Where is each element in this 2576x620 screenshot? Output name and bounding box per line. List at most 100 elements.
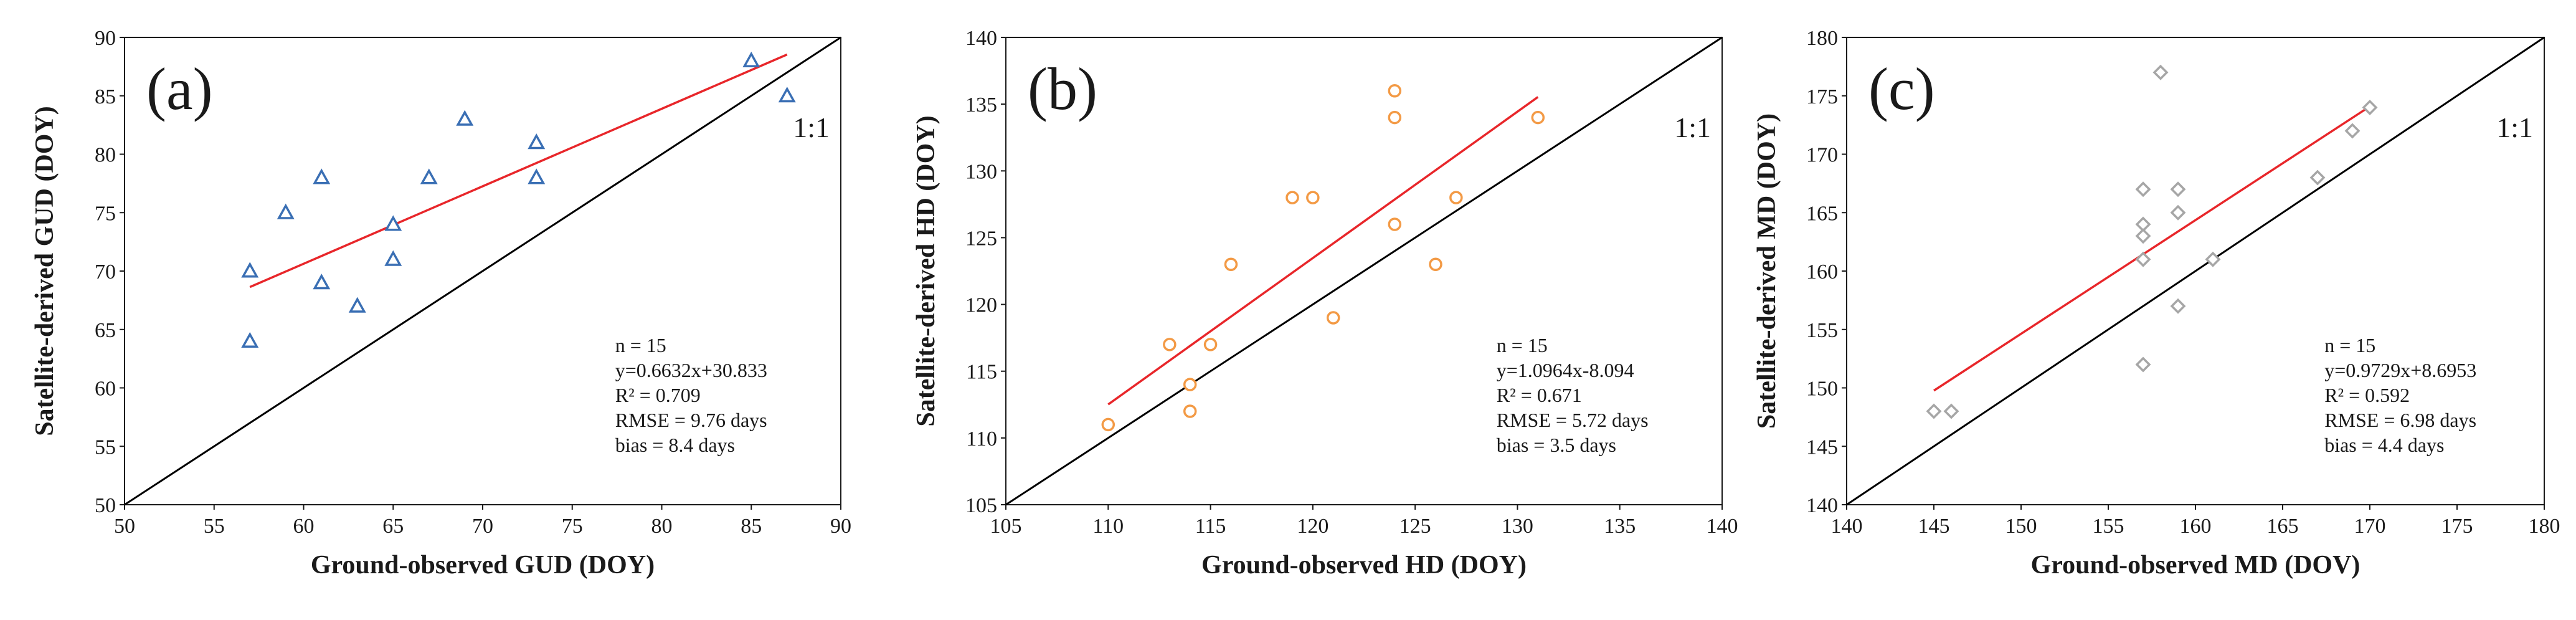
stats-line: bias = 3.5 days [1497, 434, 1616, 456]
y-tick-label: 55 [95, 436, 116, 459]
data-point [348, 297, 366, 313]
data-point [1163, 338, 1177, 351]
data-point [456, 110, 474, 126]
data-point [2170, 298, 2186, 314]
x-tick-label: 75 [562, 515, 583, 538]
y-tick-label: 85 [95, 85, 116, 108]
panel-label: (c) [1868, 55, 1935, 122]
data-point [1306, 191, 1320, 204]
data-point [2135, 251, 2151, 267]
x-tick-label: 125 [1399, 515, 1431, 538]
y-tick-label: 170 [1806, 144, 1838, 167]
y-tick-label: 160 [1806, 260, 1838, 284]
y-tick-label: 70 [95, 260, 116, 284]
panel-a: 50 55 60 65 70 75 80 85 90 50 55 60 65 70 75 80 85 90 1:1 (… [31, 27, 851, 579]
x-tick-label: 140 [1707, 515, 1738, 538]
x-tick-label: 110 [1092, 515, 1124, 538]
stats-line: RMSE = 6.98 days [2324, 409, 2476, 431]
y-tick-label: 165 [1806, 202, 1838, 225]
x-tick-label: 180 [2529, 515, 2560, 538]
data-point [1183, 404, 1197, 418]
y-tick-label: 105 [965, 494, 997, 517]
data-point [1286, 191, 1299, 204]
x-tick-label: 50 [114, 515, 135, 538]
panel-b: 105 110 115 120 125 130 135 140 105 110 115 120 125 1… [912, 27, 1738, 579]
y-tick-label: 135 [965, 93, 997, 117]
stats-line: n = 15 [615, 334, 666, 356]
y-tick-label: 115 [966, 361, 997, 384]
data-point [528, 168, 546, 184]
data-point [1388, 83, 1402, 98]
panel-label: (a) [146, 55, 213, 122]
y-tick-label: 140 [1806, 494, 1838, 517]
x-tick-label: 105 [990, 515, 1022, 538]
stats-line: y=0.9729x+8.6953 [2324, 359, 2476, 381]
y-tick-label: 120 [965, 294, 997, 317]
regression-line [1933, 105, 2370, 392]
data-point [742, 51, 760, 68]
data-point [2362, 100, 2378, 115]
data-point [1326, 311, 1340, 325]
y-tick-label: 180 [1806, 27, 1838, 50]
x-tick-label: 140 [1831, 515, 1863, 538]
stats-line: bias = 8.4 days [615, 434, 735, 456]
data-point [1943, 403, 1959, 419]
data-point [2205, 251, 2221, 267]
data-point [241, 262, 259, 278]
x-tick-label: 130 [1502, 515, 1533, 538]
y-tick-label: 75 [95, 202, 116, 225]
x-tick-label: 175 [2441, 515, 2473, 538]
data-point [1224, 257, 1238, 272]
stats-line: R² = 0.592 [2324, 384, 2410, 406]
data-point [2170, 181, 2186, 198]
x-tick-label: 55 [204, 515, 225, 538]
stats-line: RMSE = 9.76 days [615, 409, 767, 431]
x-tick-label: 65 [382, 515, 404, 538]
x-tick-label: 145 [1918, 515, 1950, 538]
x-tick-label: 155 [2093, 515, 2124, 538]
x-tick-label: 120 [1297, 515, 1328, 538]
panel-c: 140 145 150 155 160 165 170 175 180 140 145 150 155 1… [1753, 27, 2560, 579]
data-point [313, 168, 331, 184]
stats-line: bias = 4.4 days [2324, 434, 2444, 456]
stats-line: n = 15 [1497, 334, 1548, 356]
x-tick-label: 160 [2180, 515, 2212, 538]
x-axis-title: Ground-observed MD (DOV) [2031, 551, 2361, 579]
y-tick-label: 155 [1806, 319, 1838, 342]
data-point [1388, 110, 1402, 125]
stats-line: y=1.0964x-8.094 [1497, 359, 1634, 381]
stats-line: y=0.6632x+30.833 [615, 359, 767, 381]
data-point [1203, 338, 1218, 351]
data-point [1429, 257, 1442, 272]
y-tick-label: 80 [95, 144, 116, 167]
plot-frame [1005, 37, 1723, 505]
y-tick-label: 150 [1806, 378, 1838, 401]
data-point [241, 331, 259, 348]
data-point [2135, 181, 2151, 198]
one-to-one-label: 1:1 [1674, 112, 1711, 143]
regression-line [1107, 96, 1539, 406]
x-tick-label: 80 [651, 515, 673, 538]
data-point [1531, 110, 1545, 125]
data-point [384, 215, 402, 231]
data-point [277, 203, 295, 219]
data-point [313, 274, 331, 290]
y-tick-label: 110 [966, 427, 997, 451]
x-axis-title: Ground-observed GUD (DOY) [311, 551, 655, 579]
stats-line: R² = 0.709 [615, 384, 701, 406]
y-tick-label: 145 [1806, 436, 1838, 459]
data-point [420, 168, 438, 184]
data-point [1926, 403, 1942, 419]
regression-line [249, 53, 788, 289]
one-to-one-line [1005, 36, 1723, 506]
x-tick-label: 135 [1604, 515, 1636, 538]
y-axis-title: Satellite-derived MD (DOY) [1753, 113, 1781, 429]
one-to-one-label: 1:1 [793, 112, 830, 143]
y-tick-label: 65 [95, 319, 116, 342]
data-point [2170, 204, 2186, 221]
panel-label: (b) [1028, 55, 1097, 122]
data-point [2135, 228, 2151, 244]
y-axis-title: Satellite-derived GUD (DOY) [31, 106, 59, 436]
x-axis-title: Ground-observed HD (DOY) [1201, 551, 1527, 579]
y-tick-label: 175 [1806, 85, 1838, 108]
